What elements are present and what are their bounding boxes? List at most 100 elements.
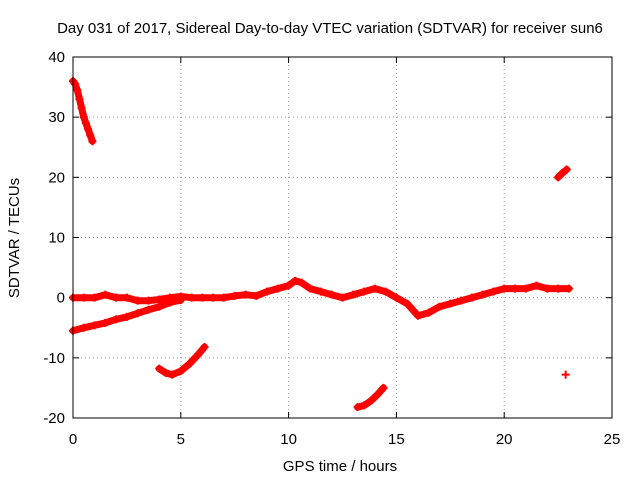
data-point: [155, 364, 164, 373]
data-point: [478, 290, 487, 299]
data-point: [500, 284, 509, 293]
series-arc-late-high: [554, 165, 571, 182]
plot-frame: [72, 56, 613, 419]
data-point: [144, 296, 153, 305]
data-point: [366, 397, 375, 406]
data-series: [69, 77, 573, 412]
y-tick-label: 10: [48, 230, 65, 247]
data-point: [562, 165, 571, 174]
data-point: [353, 403, 362, 412]
y-tick-label: 40: [48, 49, 65, 66]
y-tick-label: -20: [43, 410, 65, 427]
chart-title: Day 031 of 2017, Sidereal Day-to-day VTE…: [57, 20, 603, 37]
y-tick-label: -10: [43, 350, 65, 367]
y-axis-label: SDTVAR / TECUs: [6, 178, 23, 298]
data-point: [77, 104, 86, 113]
series-late-single: [561, 370, 570, 379]
data-point: [101, 290, 110, 299]
data-point: [209, 293, 218, 302]
data-point: [176, 292, 185, 301]
data-point: [187, 293, 196, 302]
y-tick-labels: -20 -10 0 10 20 30 40: [43, 49, 65, 427]
data-point: [532, 281, 541, 290]
data-point: [273, 284, 282, 293]
data-point: [372, 391, 381, 400]
data-point: [297, 278, 306, 287]
data-point: [413, 311, 422, 320]
x-tick-label: 0: [69, 431, 77, 448]
data-point: [252, 291, 261, 300]
data-point: [122, 293, 131, 302]
data-point: [521, 284, 530, 293]
y-tick-label: 20: [48, 169, 65, 186]
data-point: [122, 312, 131, 321]
y-tick-label: 0: [57, 290, 65, 307]
data-point: [316, 287, 325, 296]
data-point: [392, 293, 401, 302]
grid-lines: [73, 57, 612, 418]
data-point: [327, 290, 336, 299]
data-point: [71, 80, 80, 89]
data-point: [166, 293, 175, 302]
data-point: [133, 296, 142, 305]
series-arc-late-low: [353, 383, 388, 412]
data-point: [381, 287, 390, 296]
data-point: [75, 95, 84, 104]
data-point: [84, 125, 93, 134]
series-arc-early-high: [69, 77, 97, 146]
x-tick-labels: 0 5 10 15 20 25: [69, 431, 621, 448]
data-point: [79, 323, 88, 332]
data-point: [155, 295, 164, 304]
data-point: [90, 321, 99, 330]
x-tick-label: 25: [604, 431, 621, 448]
data-point: [88, 137, 97, 146]
data-point: [446, 299, 455, 308]
data-point: [543, 284, 552, 293]
data-point: [403, 299, 412, 308]
x-tick-label: 20: [496, 431, 513, 448]
data-point: [81, 119, 90, 128]
data-point: [241, 290, 250, 299]
series-arc-mid-low: [155, 343, 209, 379]
data-point: [198, 293, 207, 302]
data-point: [155, 302, 164, 311]
data-point: [79, 293, 88, 302]
data-point: [370, 284, 379, 293]
data-point: [79, 113, 88, 122]
data-point: [284, 281, 293, 290]
data-point: [133, 309, 142, 318]
data-point: [510, 284, 519, 293]
data-point: [219, 293, 228, 302]
series-arc-rising-low: [69, 296, 185, 335]
y-tick-label: 30: [48, 109, 65, 126]
data-point: [176, 367, 185, 376]
data-point: [168, 370, 177, 379]
x-tick-label: 10: [280, 431, 297, 448]
data-point: [86, 131, 95, 140]
data-point: [306, 284, 315, 293]
data-point: [489, 287, 498, 296]
data-point: [561, 370, 570, 379]
data-point: [558, 169, 567, 178]
data-point: [360, 401, 369, 410]
data-point: [291, 276, 300, 285]
x-axis-label: GPS time / hours: [283, 458, 397, 475]
data-point: [90, 293, 99, 302]
data-point: [554, 284, 563, 293]
x-tick-label: 15: [388, 431, 405, 448]
data-point: [435, 302, 444, 311]
data-point: [360, 287, 369, 296]
data-point: [467, 293, 476, 302]
data-point: [112, 293, 121, 302]
data-point: [263, 287, 272, 296]
data-point: [73, 86, 82, 95]
data-point: [554, 173, 563, 182]
data-point: [200, 343, 209, 352]
data-point: [230, 291, 239, 300]
data-point: [349, 290, 358, 299]
data-point: [379, 383, 388, 392]
data-point: [185, 359, 194, 368]
series-line: [69, 77, 96, 145]
data-point: [161, 368, 170, 377]
